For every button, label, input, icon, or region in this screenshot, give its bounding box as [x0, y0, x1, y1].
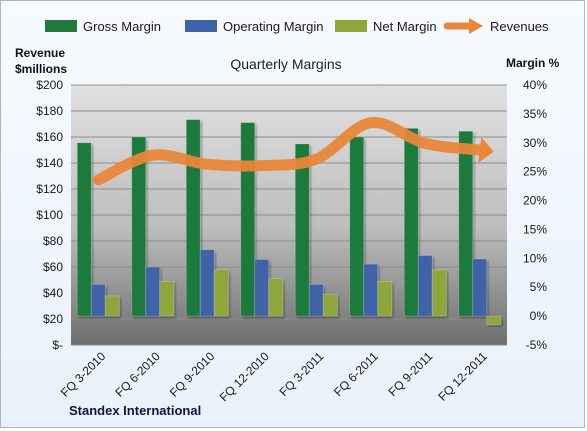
- bar-net-margin-fq-12-2011: [486, 315, 502, 326]
- right-tick-label: 30%: [523, 136, 547, 150]
- revenue-point-fq-3-2011: [314, 157, 318, 161]
- bar-operating-margin-fq-12-2010: [254, 259, 270, 317]
- x-tick-label: FQ 12-2011: [435, 349, 490, 404]
- revenue-point-fq-9-2010: [205, 162, 209, 166]
- bar-gross-margin-fq-9-2010: [185, 119, 201, 317]
- legend-arrowhead-revenues: [469, 18, 483, 34]
- bar-operating-margin-fq-3-2011: [308, 283, 324, 317]
- right-tick-label: 10%: [523, 251, 547, 265]
- revenue-point-fq-6-2011: [369, 121, 373, 125]
- bar-operating-margin-fq-12-2011: [472, 258, 488, 317]
- revenue-point-fq-3-2010: [96, 178, 100, 182]
- left-axis-label-line2: $millions: [15, 62, 67, 76]
- legend-label-operating-margin: Operating Margin: [223, 19, 323, 34]
- legend-label-revenues: Revenues: [490, 19, 549, 34]
- left-tick-label: $-: [52, 338, 63, 352]
- revenues-line-path: [92, 117, 486, 186]
- bar-gross-margin-fq-12-2011: [458, 130, 474, 317]
- bar-operating-margin-fq-3-2010: [90, 283, 106, 317]
- x-tick-label: FQ 3-2010: [58, 349, 109, 400]
- revenues-arrowhead: [478, 137, 494, 163]
- footer-company-name: Standex International: [69, 403, 201, 418]
- left-tick-label: $180: [36, 104, 63, 118]
- bar-gross-margin-fq-6-2010: [131, 136, 147, 317]
- x-tick-label: FQ 6-2010: [112, 349, 163, 400]
- bar-gross-margin-fq-9-2011: [403, 127, 419, 317]
- x-tick-label: FQ 9-2010: [167, 349, 218, 400]
- legend-swatch-operating-margin: [185, 20, 217, 32]
- left-tick-label: $120: [36, 182, 63, 196]
- x-tick-label: FQ 3-2011: [277, 349, 327, 399]
- chart-title: Quarterly Margins: [230, 56, 341, 72]
- revenue-point-fq-6-2010: [151, 153, 155, 157]
- revenue-point-fq-12-2010: [260, 164, 264, 168]
- left-tick-label: $100: [36, 208, 63, 222]
- bar-gross-margin-fq-3-2010: [76, 142, 92, 317]
- x-tick-label: FQ 12-2010: [217, 349, 272, 404]
- legend-swatch-gross-margin: [45, 20, 77, 32]
- legend-label-gross-margin: Gross Margin: [83, 19, 161, 34]
- bars: [76, 119, 502, 326]
- bar-gross-margin-fq-12-2010: [240, 122, 256, 317]
- right-tick-label: 40%: [523, 78, 547, 92]
- right-tick-label: 15%: [523, 222, 547, 236]
- bar-net-margin-fq-6-2010: [159, 281, 175, 317]
- x-tick-label: FQ 6-2011: [331, 349, 381, 399]
- right-tick-label: 20%: [523, 194, 547, 208]
- bar-operating-margin-fq-9-2010: [199, 249, 215, 317]
- legend-label-net-margin: Net Margin: [373, 19, 437, 34]
- left-tick-label: $80: [43, 234, 63, 248]
- right-tick-label: 0%: [530, 309, 548, 323]
- revenue-point-fq-12-2011: [478, 148, 482, 152]
- right-axis-ticks: -5% 0% 5% 10% 15% 20% 25% 30% 35% 40%: [523, 78, 547, 352]
- right-tick-label: 35%: [523, 107, 547, 121]
- bar-operating-margin-fq-6-2011: [363, 263, 379, 317]
- bar-operating-margin-fq-6-2010: [145, 266, 161, 317]
- left-axis-ticks: $- $20 $40 $60 $80 $100 $120 $140 $160 $180 $200: [36, 78, 63, 352]
- right-tick-label: 5%: [530, 280, 548, 294]
- bar-gross-margin-fq-3-2011: [294, 143, 310, 317]
- left-tick-label: $160: [36, 130, 63, 144]
- bar-operating-margin-fq-9-2011: [417, 255, 433, 317]
- bar-gross-margin-fq-6-2011: [349, 136, 365, 317]
- legend: Gross Margin Operating Margin Net Margin…: [45, 18, 549, 34]
- bar-net-margin-fq-12-2010: [268, 278, 284, 317]
- x-tick-label: FQ 9-2011: [386, 349, 436, 399]
- left-tick-label: $140: [36, 156, 63, 170]
- bar-net-margin-fq-3-2010: [104, 295, 120, 317]
- bar-net-margin-fq-9-2010: [213, 269, 229, 317]
- bar-net-margin-fq-9-2011: [431, 269, 447, 317]
- revenue-point-fq-9-2011: [423, 142, 427, 145]
- legend-swatch-net-margin: [335, 20, 367, 32]
- bar-net-margin-fq-3-2011: [322, 293, 338, 317]
- revenues-line: [92, 117, 494, 186]
- x-axis-labels: FQ 3-2010 FQ 6-2010 FQ 9-2010 FQ 12-2010 FQ …: [58, 349, 490, 404]
- left-tick-label: $60: [43, 260, 63, 274]
- left-axis-label-line1: Revenue: [15, 46, 65, 60]
- left-tick-label: $40: [43, 286, 63, 300]
- right-tick-label: -5%: [526, 338, 548, 352]
- right-tick-label: 25%: [523, 165, 547, 179]
- bar-net-margin-fq-6-2011: [377, 281, 393, 317]
- left-tick-label: $200: [36, 78, 63, 92]
- left-tick-label: $20: [43, 312, 63, 326]
- right-axis-label: Margin %: [506, 56, 560, 70]
